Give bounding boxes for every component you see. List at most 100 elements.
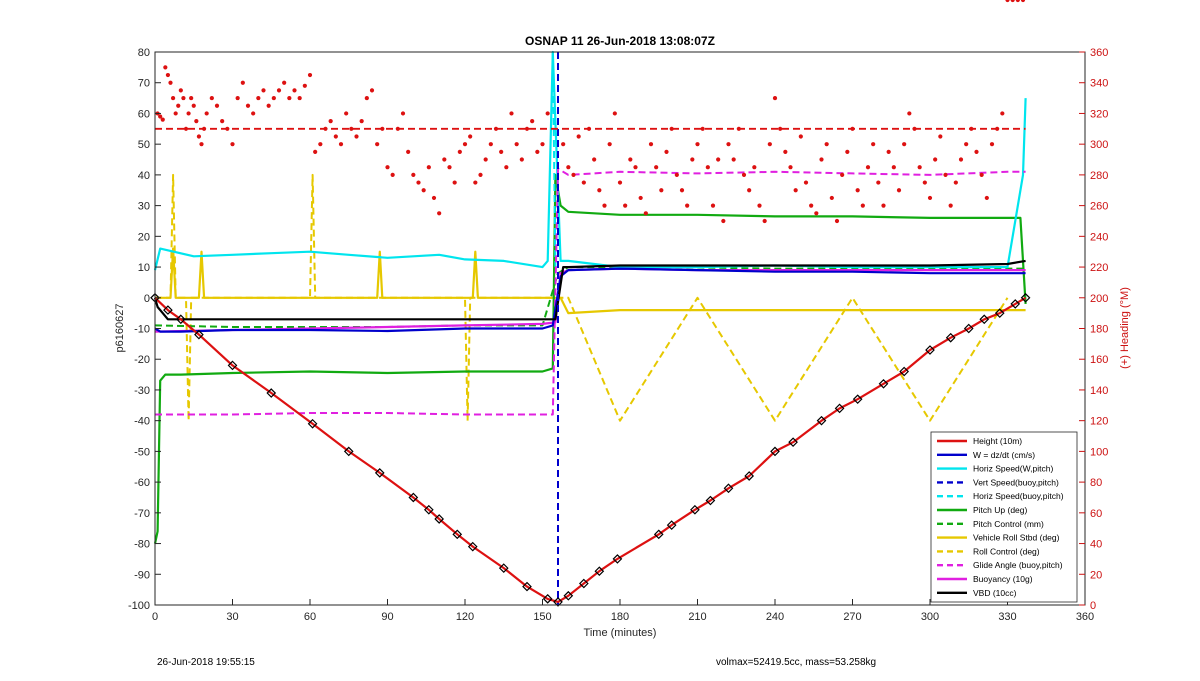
height-marker — [307, 418, 318, 429]
heading-point — [633, 165, 638, 170]
y-right-tick-label: 160 — [1090, 354, 1108, 366]
height-marker — [979, 314, 990, 325]
heading-point — [845, 149, 850, 154]
height-marker — [705, 495, 716, 506]
heading-point — [788, 165, 793, 170]
heading-point — [287, 95, 292, 101]
heading-point — [1005, 0, 1010, 3]
heading-point — [292, 88, 297, 93]
height-marker — [343, 446, 354, 457]
x-tick-label: 60 — [304, 611, 316, 623]
x-axis: 0 30 60 90 120 150 180 210 240 270 300 330 360 — [152, 599, 1094, 623]
height-marker — [690, 504, 700, 515]
heading-point — [566, 165, 571, 170]
heading-point — [395, 126, 400, 131]
x-tick-label: 210 — [688, 611, 706, 623]
series-line-2 — [153, 50, 1027, 271]
heading-point — [452, 180, 457, 185]
heading-point — [809, 203, 814, 208]
footer-timestamp: 26-Jun-2018 19:55:15 — [157, 657, 255, 668]
heading-point — [214, 103, 220, 108]
heading-point — [974, 149, 979, 154]
heading-point — [375, 142, 380, 147]
legend-label: W = dz/dt (cm/s) — [973, 450, 1035, 460]
legend-label: Vert Speed(buoy,pitch) — [973, 477, 1059, 487]
heading-point — [530, 119, 535, 124]
heading-point — [160, 117, 165, 122]
legend-label: Pitch Up (deg) — [973, 505, 1027, 515]
heading-point — [1000, 111, 1005, 116]
x-tick-label: 150 — [533, 611, 551, 623]
height-marker — [194, 329, 204, 340]
heading-point — [958, 157, 964, 162]
y-tick-label: -80 — [134, 539, 150, 551]
heading-point — [664, 149, 669, 154]
y-right-tick-label: 320 — [1090, 108, 1108, 120]
height-marker — [266, 388, 277, 398]
heading-point — [209, 95, 214, 101]
height-marker — [522, 581, 532, 592]
height-marker — [467, 541, 478, 552]
heading-point — [276, 88, 282, 93]
heading-point — [349, 126, 354, 131]
heading-point — [607, 142, 612, 147]
x-tick-label: 90 — [381, 611, 393, 623]
legend-label: Horiz Speed(buoy,pitch) — [973, 491, 1064, 501]
height-marker — [1020, 292, 1031, 303]
heading-point — [612, 111, 617, 116]
heading-point — [922, 180, 927, 185]
heading-point — [400, 111, 406, 116]
heading-point — [953, 180, 958, 185]
height-marker — [163, 305, 173, 315]
heading-point — [576, 134, 581, 139]
x-tick-label: 300 — [921, 611, 939, 623]
height-marker — [498, 563, 509, 573]
heading-point — [514, 142, 519, 147]
heading-point — [189, 95, 194, 101]
heading-point — [902, 142, 907, 147]
heading-point — [163, 65, 168, 70]
heading-point — [181, 95, 186, 101]
y-right-tick-label: 260 — [1090, 201, 1108, 213]
legend-label: Pitch Control (mm) — [973, 519, 1044, 529]
y-right-tick-label: 200 — [1090, 293, 1108, 305]
y-tick-label: -40 — [134, 416, 150, 428]
heading-point — [442, 157, 447, 162]
height-marker — [925, 345, 935, 355]
y-tick-label: -90 — [134, 569, 150, 581]
heading-point — [473, 180, 478, 185]
heading-point — [964, 142, 969, 147]
y-axis-right: 0 20 40 60 80 100 120 140 160 180 200 220 240 260 280 3… — [1079, 47, 1108, 612]
heading-point — [230, 142, 235, 147]
height-marker — [594, 566, 605, 577]
heading-point — [654, 165, 659, 170]
heading-point — [824, 142, 829, 147]
heading-point — [535, 149, 540, 154]
y-right-tick-label: 20 — [1090, 569, 1102, 581]
y-axis-left: -100-90-80-70-60-50-40-30-20-10010203040… — [128, 47, 161, 612]
y-right-tick-label: 280 — [1090, 170, 1108, 182]
height-marker — [612, 554, 623, 564]
y-right-tick-label: 120 — [1090, 416, 1108, 428]
series-layer — [153, 50, 1027, 605]
chart-title: OSNAP 11 26-Jun-2018 13:08:07Z — [525, 34, 715, 48]
heading-point — [865, 165, 871, 170]
y-tick-label: 70 — [138, 78, 150, 90]
heading-point — [437, 211, 442, 216]
heading-point — [669, 126, 674, 131]
heading-point — [359, 119, 364, 124]
x-tick-label: 360 — [1076, 611, 1094, 623]
y-right-tick-label: 140 — [1090, 385, 1108, 397]
y-tick-label: 60 — [138, 108, 150, 120]
heading-point — [984, 195, 989, 201]
heading-point — [183, 126, 189, 131]
x-tick-label: 0 — [152, 611, 158, 623]
legend-label: Height (10m) — [973, 436, 1022, 446]
heading-point — [927, 195, 933, 201]
heading-point — [778, 126, 783, 131]
y-right-tick-label: 60 — [1090, 508, 1102, 520]
height-marker — [653, 529, 664, 540]
height-marker-layer — [150, 292, 1031, 607]
heading-point — [462, 142, 468, 147]
